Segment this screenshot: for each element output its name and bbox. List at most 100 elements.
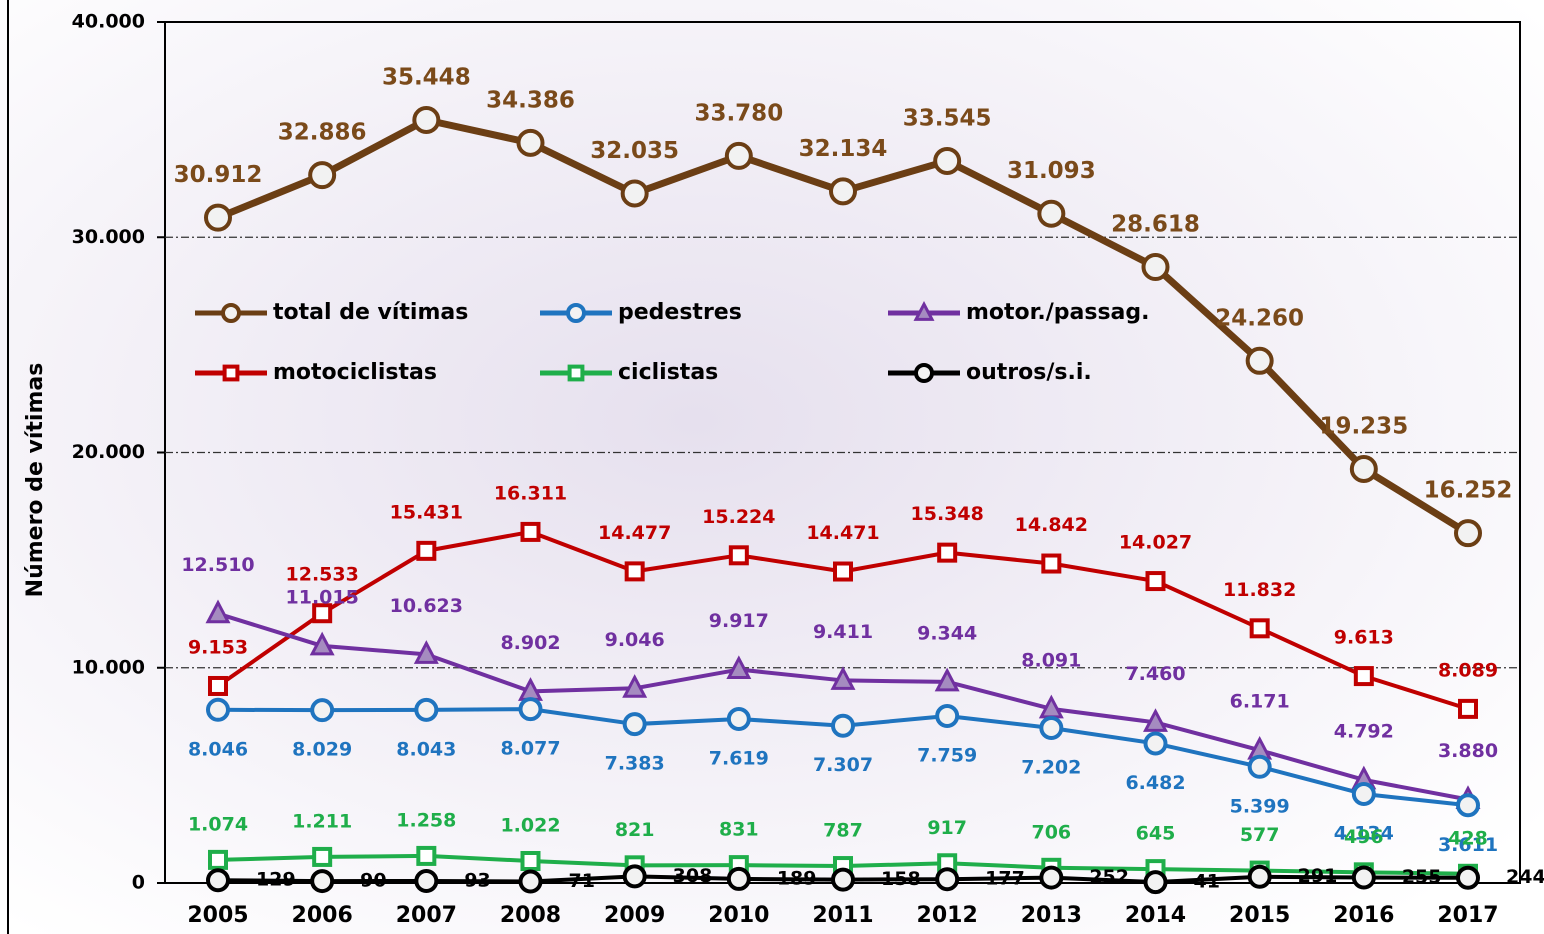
data-point: [831, 713, 855, 738]
x-tick-label: 2009: [604, 903, 665, 928]
data-label: 33.545: [903, 105, 992, 131]
data-label: 821: [615, 819, 655, 841]
legend-label: ciclistas: [618, 360, 718, 385]
data-label: 8.077: [500, 738, 560, 760]
data-label: 428: [1448, 827, 1488, 849]
legend-marker: [914, 363, 934, 383]
data-point: [208, 675, 228, 696]
x-tick-label: 2016: [1333, 903, 1394, 928]
y-tick-label: 0: [132, 872, 145, 894]
data-label: 15.431: [390, 501, 463, 523]
data-point: [1245, 346, 1274, 375]
data-label: 496: [1344, 826, 1384, 848]
data-label: 8.029: [292, 739, 352, 761]
x-tick-label: 2011: [812, 903, 873, 928]
y-tick-label: 10.000: [72, 656, 145, 678]
data-point: [1039, 715, 1064, 740]
data-point: [935, 703, 960, 728]
data-point: [1458, 698, 1478, 719]
data-label: 9.411: [813, 621, 873, 643]
data-label: 252: [1089, 866, 1129, 888]
x-tick-label: 2013: [1021, 903, 1082, 928]
x-tick-label: 2014: [1125, 903, 1186, 928]
data-label: 16.252: [1424, 478, 1513, 504]
data-label: 291: [1298, 865, 1338, 887]
data-point: [516, 128, 545, 157]
legend-label: pedestres: [618, 300, 742, 325]
data-point: [934, 667, 960, 692]
data-label: 787: [823, 820, 863, 842]
data-label: 1.074: [188, 813, 248, 835]
data-label: 7.460: [1125, 663, 1185, 685]
data-label: 14.471: [806, 522, 879, 544]
data-label: 3.880: [1438, 740, 1498, 762]
data-label: 158: [881, 868, 921, 890]
data-label: 15.348: [911, 503, 984, 525]
data-label: 9.613: [1334, 627, 1394, 649]
data-label: 8.089: [1438, 659, 1498, 681]
data-label: 255: [1402, 866, 1442, 888]
data-label: 14.842: [1015, 514, 1088, 536]
data-label: 93: [464, 869, 490, 891]
data-label: 10.623: [390, 595, 463, 617]
data-label: 7.307: [813, 754, 873, 776]
data-label: 9.917: [709, 610, 769, 632]
data-point: [416, 540, 437, 561]
data-label: 7.759: [917, 744, 977, 766]
legend-marker: [221, 303, 241, 323]
data-point: [412, 105, 441, 134]
data-point: [831, 867, 855, 892]
data-point: [520, 521, 541, 542]
data-point: [310, 698, 335, 723]
data-point: [728, 545, 749, 566]
data-point: [1247, 864, 1272, 889]
data-point: [622, 712, 647, 737]
data-point: [413, 640, 439, 664]
data-label: 189: [777, 867, 817, 889]
data-point: [1456, 865, 1480, 890]
data-point: [1039, 865, 1064, 890]
data-point: [208, 849, 228, 870]
data-point: [724, 141, 753, 170]
data-point: [1351, 782, 1376, 807]
data-point: [1353, 666, 1374, 687]
data-point: [622, 864, 647, 889]
data-label: 8.046: [188, 738, 248, 760]
data-point: [312, 846, 333, 867]
data-label: 14.477: [598, 522, 671, 544]
x-tick-label: 2010: [708, 903, 769, 928]
data-point: [308, 161, 337, 190]
data-point: [933, 146, 962, 175]
data-label: 19.235: [1319, 413, 1408, 439]
data-label: 129: [256, 869, 296, 891]
data-point: [309, 631, 335, 656]
data-label: 308: [673, 865, 713, 887]
data-label: 7.383: [605, 753, 665, 775]
data-label: 177: [985, 868, 1025, 890]
x-tick-label: 2017: [1437, 903, 1498, 928]
legend-label: motociclistas: [273, 360, 437, 385]
data-label: 244: [1506, 866, 1544, 888]
data-label: 3.611: [1438, 834, 1498, 856]
data-point: [312, 603, 333, 624]
data-label: 831: [719, 819, 759, 841]
data-label: 706: [1031, 821, 1071, 843]
data-point: [1143, 731, 1168, 756]
data-point: [935, 867, 960, 892]
x-tick-label: 2015: [1229, 903, 1290, 928]
data-point: [1351, 865, 1376, 890]
data-point: [520, 851, 541, 872]
data-point: [620, 179, 649, 208]
data-label: 1.258: [396, 809, 456, 831]
data-point: [1456, 793, 1480, 818]
data-point: [518, 697, 543, 722]
data-point: [830, 666, 856, 690]
data-point: [206, 697, 230, 722]
data-point: [622, 674, 648, 698]
data-label: 41: [1194, 871, 1220, 893]
y-tick-label: 40.000: [72, 11, 145, 33]
data-point: [624, 561, 645, 582]
data-label: 7.202: [1021, 756, 1081, 778]
